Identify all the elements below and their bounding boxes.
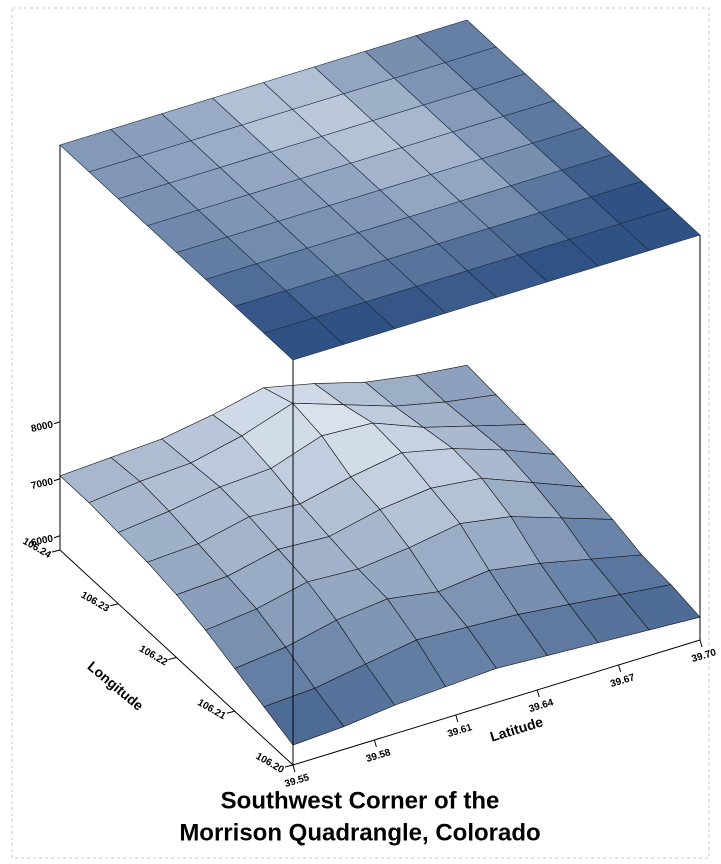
chart: 39.5539.5839.6139.6439.6739.70106.20106.… xyxy=(0,0,721,864)
y-tick-label: 106.23 xyxy=(79,590,111,615)
x-tick xyxy=(700,640,702,647)
z-tick xyxy=(54,422,60,424)
x-tick xyxy=(619,665,621,672)
x-tick xyxy=(374,740,376,747)
x-tick xyxy=(293,765,295,772)
z-tick-label: 7000 xyxy=(30,476,54,491)
y-axis-title: Longitude xyxy=(85,658,147,714)
y-tick-label: 106.21 xyxy=(195,697,227,722)
y-tick xyxy=(285,765,293,767)
x-tick-label: 39.67 xyxy=(609,672,637,690)
x-tick xyxy=(456,715,458,722)
z-tick-label: 8000 xyxy=(30,419,54,434)
z-tick xyxy=(54,479,60,481)
chart-title: Southwest Corner of the xyxy=(221,787,500,814)
x-tick-label: 39.58 xyxy=(365,747,393,765)
y-tick xyxy=(110,604,118,606)
x-tick-label: 39.61 xyxy=(446,722,474,740)
y-tick xyxy=(227,711,235,713)
x-tick xyxy=(537,690,539,697)
y-tick xyxy=(52,550,60,552)
y-tick-label: 106.22 xyxy=(137,644,169,669)
x-tick-label: 39.64 xyxy=(528,697,556,715)
surface xyxy=(60,365,700,745)
z-tick-label: 6000 xyxy=(30,533,54,548)
x-tick-label: 39.70 xyxy=(690,647,718,665)
chart-title: Morrison Quadrangle, Colorado xyxy=(179,819,540,846)
contour-plate xyxy=(60,20,700,360)
z-tick xyxy=(54,536,60,538)
y-tick xyxy=(169,658,177,660)
y-tick-label: 106.20 xyxy=(254,751,286,776)
page: {"chart_data": {"type": "surface", "titl… xyxy=(0,0,721,864)
x-axis-title: Latitude xyxy=(488,713,545,744)
